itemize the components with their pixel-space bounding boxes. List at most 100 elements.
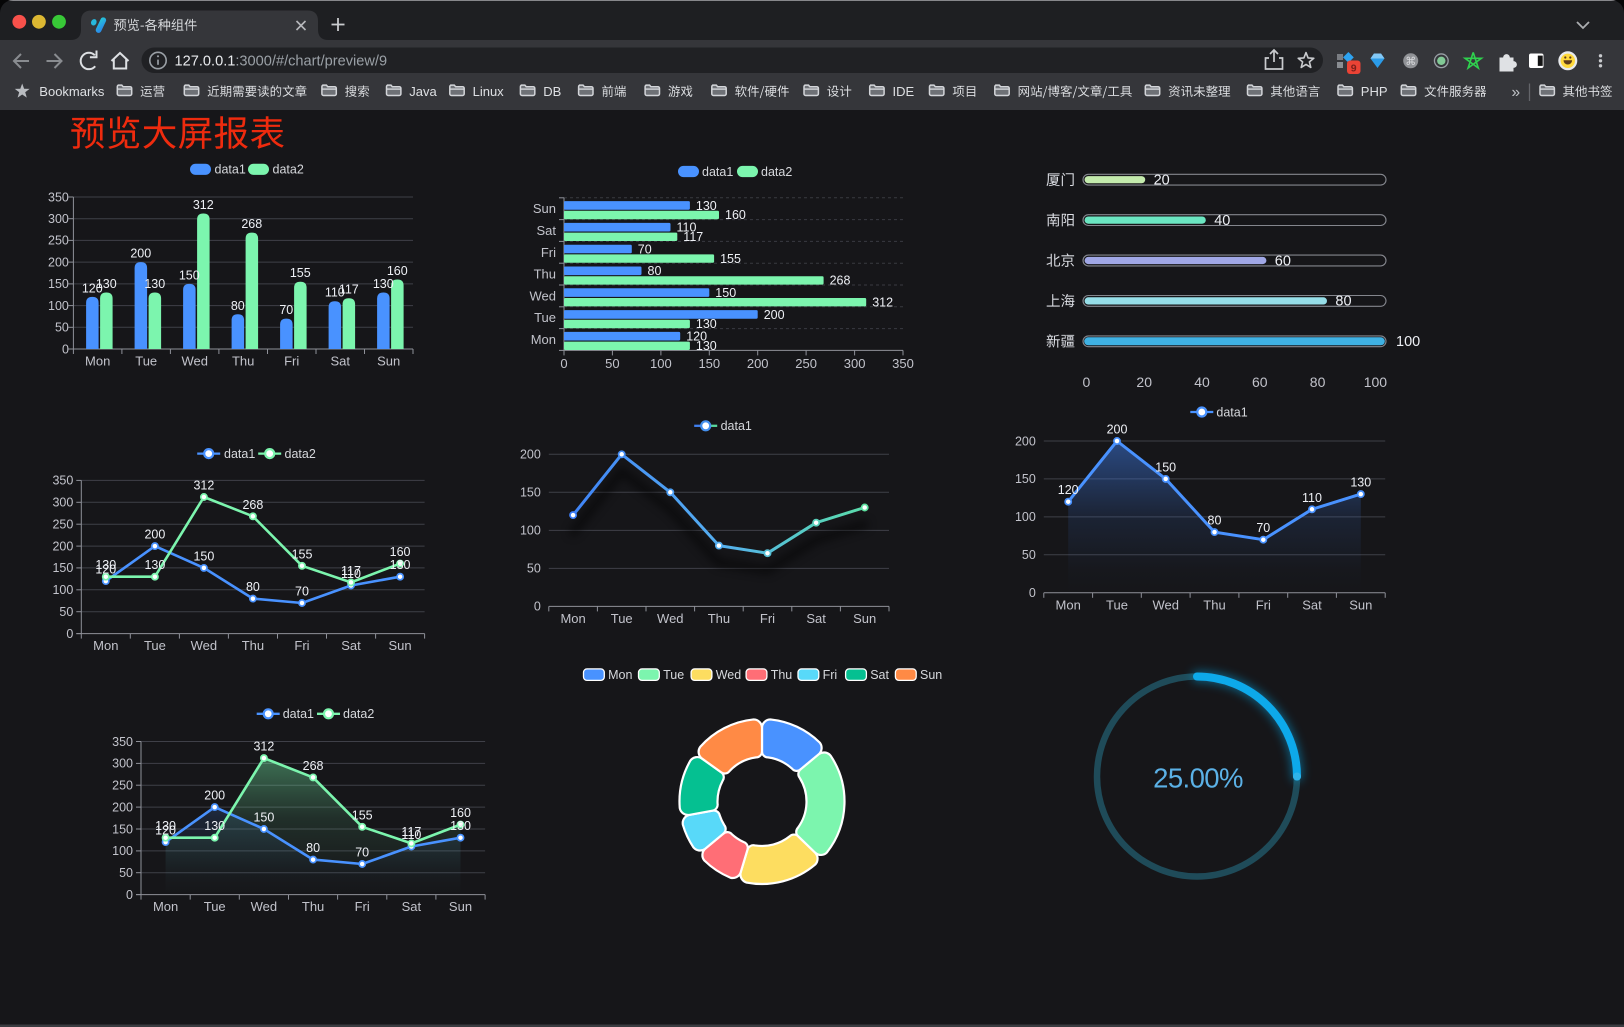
svg-text:80: 80 <box>231 299 245 313</box>
svg-text:350: 350 <box>52 474 73 488</box>
svg-text:130: 130 <box>696 199 717 213</box>
svg-text:Sat: Sat <box>870 668 889 682</box>
svg-text:130: 130 <box>373 277 394 291</box>
svg-text:130: 130 <box>696 339 717 353</box>
svg-text:130: 130 <box>144 277 165 291</box>
svg-text:80: 80 <box>648 264 662 278</box>
svg-text:Tue: Tue <box>1106 597 1128 612</box>
svg-text:60: 60 <box>1252 374 1268 390</box>
svg-text:20: 20 <box>1154 173 1170 189</box>
svg-text:Tue: Tue <box>534 310 556 325</box>
svg-text:Thu: Thu <box>708 611 730 626</box>
svg-text:60: 60 <box>1275 253 1291 269</box>
svg-text:130: 130 <box>696 317 717 331</box>
svg-text:0: 0 <box>560 356 567 371</box>
svg-text:Wed: Wed <box>657 611 684 626</box>
svg-text:Java: Java <box>409 84 437 99</box>
svg-text:Thu: Thu <box>534 267 556 282</box>
svg-text:150: 150 <box>253 811 274 825</box>
svg-text:Thu: Thu <box>302 899 324 914</box>
svg-text:155: 155 <box>352 808 373 822</box>
svg-text:350: 350 <box>48 190 69 204</box>
svg-text:Sat: Sat <box>806 611 826 626</box>
svg-text:Mon: Mon <box>1056 597 1081 612</box>
svg-text:»: » <box>1512 84 1521 101</box>
svg-text:300: 300 <box>48 212 69 226</box>
svg-text:data2: data2 <box>343 707 374 721</box>
svg-text:Fri: Fri <box>355 899 370 914</box>
svg-text:Mon: Mon <box>608 668 632 682</box>
svg-text:312: 312 <box>253 740 274 754</box>
svg-text:130: 130 <box>144 558 165 572</box>
svg-text:Sun: Sun <box>449 899 472 914</box>
svg-text:200: 200 <box>144 528 165 542</box>
svg-text:110: 110 <box>401 828 421 842</box>
svg-text:150: 150 <box>715 286 736 300</box>
svg-text:200: 200 <box>764 308 785 322</box>
svg-text:Mon: Mon <box>531 332 556 347</box>
svg-text:130: 130 <box>95 558 116 572</box>
svg-text:200: 200 <box>1015 434 1036 448</box>
svg-text:300: 300 <box>52 496 73 510</box>
svg-text:data1: data1 <box>283 707 314 721</box>
svg-text:0: 0 <box>66 627 73 641</box>
svg-text:Wed: Wed <box>191 638 218 653</box>
svg-text:200: 200 <box>52 539 73 553</box>
svg-text:100: 100 <box>112 844 133 858</box>
svg-text:127.0.0.1:3000/#/chart/preview: 127.0.0.1:3000/#/chart/preview/9 <box>175 54 388 70</box>
svg-text:Fri: Fri <box>294 638 309 653</box>
svg-text:25.00%: 25.00% <box>1153 763 1243 794</box>
svg-text:Fri: Fri <box>1256 597 1271 612</box>
svg-text:40: 40 <box>1194 374 1210 390</box>
svg-text:Sat: Sat <box>536 223 556 238</box>
svg-text:Wed: Wed <box>1152 597 1179 612</box>
svg-text:Thu: Thu <box>1203 597 1225 612</box>
svg-text:268: 268 <box>242 498 263 512</box>
svg-text:80: 80 <box>306 841 320 855</box>
svg-text:IDE: IDE <box>893 84 915 99</box>
svg-text:50: 50 <box>119 866 133 880</box>
svg-text:70: 70 <box>295 585 309 599</box>
svg-text:130: 130 <box>155 819 176 833</box>
svg-text:Fri: Fri <box>760 611 775 626</box>
svg-text:200: 200 <box>1107 423 1128 437</box>
svg-text:50: 50 <box>55 321 69 335</box>
svg-text:PHP: PHP <box>1361 84 1388 99</box>
svg-text:200: 200 <box>204 789 225 803</box>
svg-text:130: 130 <box>1350 476 1371 490</box>
svg-text:Sun: Sun <box>920 668 942 682</box>
svg-text:150: 150 <box>52 561 73 575</box>
svg-text:350: 350 <box>892 356 914 371</box>
svg-text:130: 130 <box>204 819 225 833</box>
svg-text:150: 150 <box>193 549 214 563</box>
svg-text:Sun: Sun <box>1349 597 1372 612</box>
svg-text:Sun: Sun <box>853 611 876 626</box>
svg-text:117: 117 <box>341 564 361 578</box>
svg-text:50: 50 <box>605 356 619 371</box>
svg-text:120: 120 <box>82 281 103 295</box>
svg-text:110: 110 <box>341 567 361 581</box>
svg-text:Sat: Sat <box>402 899 422 914</box>
svg-text:Sat: Sat <box>1302 597 1322 612</box>
svg-text:Bookmarks: Bookmarks <box>39 84 105 99</box>
svg-text:Sat: Sat <box>330 354 350 369</box>
svg-text:Wed: Wed <box>716 668 742 682</box>
svg-text:Tue: Tue <box>135 354 157 369</box>
svg-text:80: 80 <box>246 580 260 594</box>
svg-text:Mon: Mon <box>153 899 178 914</box>
svg-text:50: 50 <box>527 562 541 576</box>
svg-text:70: 70 <box>279 303 293 317</box>
svg-text:350: 350 <box>112 735 133 749</box>
svg-text:data1: data1 <box>215 163 246 177</box>
svg-text:50: 50 <box>1022 548 1036 562</box>
svg-text:100: 100 <box>1015 510 1036 524</box>
svg-text:20: 20 <box>1136 374 1152 390</box>
svg-text:70: 70 <box>1256 521 1270 535</box>
svg-text:200: 200 <box>130 247 151 261</box>
svg-text:150: 150 <box>112 822 133 836</box>
svg-text:130: 130 <box>390 558 411 572</box>
svg-text:data2: data2 <box>273 163 304 177</box>
svg-text:9: 9 <box>1351 63 1357 75</box>
svg-text:150: 150 <box>520 486 541 500</box>
svg-text:117: 117 <box>683 230 703 244</box>
